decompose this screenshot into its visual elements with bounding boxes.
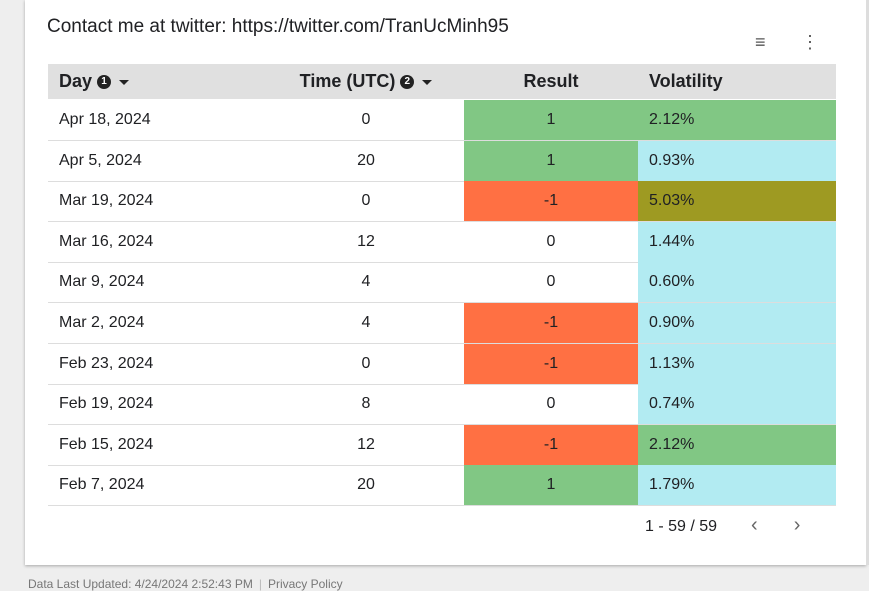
cell-volatility: 0.60% xyxy=(638,262,836,303)
cell-time: 8 xyxy=(361,395,371,413)
page-range: 1 - 59 / 59 xyxy=(645,518,718,535)
cell-time: 4 xyxy=(361,314,371,331)
cell-day: Mar 2, 2024 xyxy=(59,314,145,331)
cell-time: 0 xyxy=(361,192,371,210)
table-row: Mar 16, 2024 12 0 1.44% xyxy=(48,221,836,263)
column-header: Volatility xyxy=(638,64,836,99)
table-header: Day 1 Time (UTC) 2 Result Volatility xyxy=(48,64,836,99)
table-row: Apr 5, 2024 20 1 0.93% xyxy=(48,140,836,182)
column-header: Time (UTC) 2 xyxy=(268,64,464,99)
cell-volatility: 1.79% xyxy=(638,465,836,506)
next-page[interactable]: › xyxy=(793,514,801,536)
table-row: Apr 18, 2024 0 1 2.12% xyxy=(48,100,836,141)
cell-result: -1 xyxy=(464,181,638,222)
cell-time: 4 xyxy=(361,273,371,291)
cell-time: 20 xyxy=(357,476,375,494)
table-row: Mar 2, 2024 4 -1 0.90% xyxy=(48,303,836,344)
column-header: Day 1 xyxy=(48,64,268,99)
title: Contact me at twitter: https://twitter.c… xyxy=(47,16,509,37)
cell-day: Mar 16, 2024 xyxy=(59,232,154,250)
scroll-edge xyxy=(866,0,869,565)
cell-day: Apr 5, 2024 xyxy=(59,151,142,169)
cell-result: 0 xyxy=(546,232,556,250)
table-row: Feb 23, 2024 0 -1 1.13% xyxy=(48,343,836,385)
report-card: Contact me at twitter: https://twitter.c… xyxy=(25,0,866,565)
column-label[interactable]: Day xyxy=(59,71,93,91)
cell-volatility: 1.44% xyxy=(638,221,836,262)
column-label[interactable]: Result xyxy=(523,71,579,91)
cell-volatility: 2.12% xyxy=(638,424,836,465)
privacy-link[interactable]: Privacy Policy xyxy=(267,577,343,591)
column-label[interactable]: Volatility xyxy=(649,71,723,91)
footer: Data Last Updated: 4/24/2024 2:52:43 PM |… xyxy=(28,577,343,591)
menu-icon[interactable]: ⋮ xyxy=(801,32,819,52)
filter-icon[interactable]: ≡ xyxy=(755,32,766,52)
cell-time: 12 xyxy=(357,435,375,453)
cell-result: 0 xyxy=(546,395,556,413)
column-header: Result xyxy=(464,64,638,99)
column-label[interactable]: Time (UTC) xyxy=(299,71,396,91)
table-row: Feb 7, 2024 20 1 1.79% xyxy=(48,465,836,507)
table-row: Feb 19, 2024 8 0 0.74% xyxy=(48,384,836,426)
cell-time: 0 xyxy=(361,354,371,372)
cell-volatility: 5.03% xyxy=(638,181,836,222)
sort-caret[interactable] xyxy=(422,79,433,85)
cell-volatility: 0.90% xyxy=(638,303,836,343)
table-row: Mar 9, 2024 4 0 0.60% xyxy=(48,262,836,304)
cell-time: 20 xyxy=(357,151,375,169)
prev-page[interactable]: ‹ xyxy=(751,514,758,536)
cell-time: 12 xyxy=(357,232,375,250)
cell-day: Feb 19, 2024 xyxy=(59,395,154,413)
cell-volatility: 2.12% xyxy=(638,100,836,140)
pagination: 1 - 59 / 59 ‹ › xyxy=(645,514,800,537)
cell-day: Mar 19, 2024 xyxy=(59,192,154,210)
cell-day: Feb 15, 2024 xyxy=(59,435,154,453)
cell-day: Feb 7, 2024 xyxy=(59,476,145,494)
cell-result: -1 xyxy=(464,303,638,343)
cell-day: Mar 9, 2024 xyxy=(59,273,145,291)
cell-result: -1 xyxy=(464,424,638,465)
sort-caret[interactable] xyxy=(119,79,130,85)
cell-result: 0 xyxy=(546,273,556,291)
cell-result: 1 xyxy=(464,465,638,506)
cell-time: 0 xyxy=(361,111,371,128)
cell-result: -1 xyxy=(464,343,638,384)
table-row: Feb 15, 2024 12 -1 2.12% xyxy=(48,424,836,466)
cell-result: 1 xyxy=(464,140,638,181)
cell-volatility: 1.13% xyxy=(638,343,836,384)
last-updated: Data Last Updated: 4/24/2024 2:52:43 PM xyxy=(28,577,253,591)
cell-day: Feb 23, 2024 xyxy=(59,354,154,372)
cell-volatility: 0.93% xyxy=(638,140,836,181)
info-badge[interactable]: 1 xyxy=(97,75,112,90)
cell-result: 1 xyxy=(464,100,638,140)
table-row: Mar 19, 2024 0 -1 5.03% xyxy=(48,181,836,223)
info-badge[interactable]: 2 xyxy=(400,75,415,90)
cell-volatility: 0.74% xyxy=(638,384,836,425)
cell-day: Apr 18, 2024 xyxy=(59,111,151,128)
